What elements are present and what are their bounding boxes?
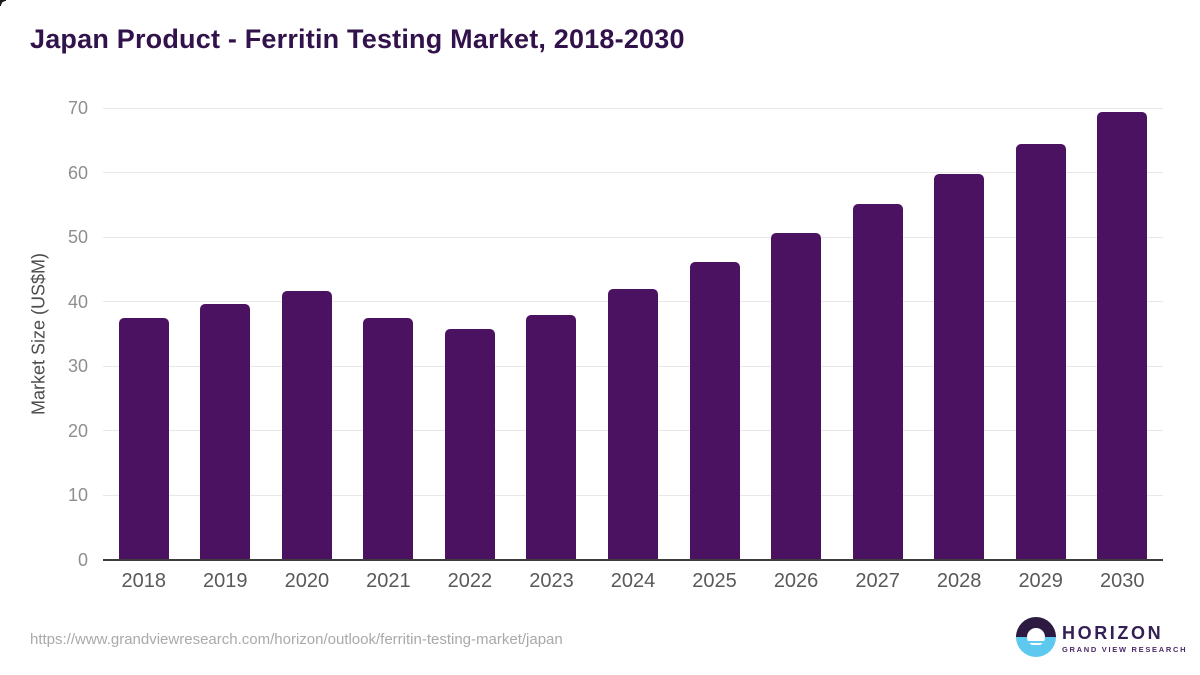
x-tick-label-2019: 2019 bbox=[203, 570, 248, 592]
x-tick-label-2020: 2020 bbox=[284, 570, 330, 592]
y-tick-label-60: 60 bbox=[67, 162, 88, 183]
gridline-y-50 bbox=[103, 236, 1163, 238]
bar-2026 bbox=[771, 233, 822, 560]
horizon-logo: HORIZON GRAND VIEW RESEARCH bbox=[1016, 617, 1186, 659]
logo-brand-name: HORIZON bbox=[1062, 623, 1164, 643]
bar-2021 bbox=[363, 317, 414, 560]
bar-2019 bbox=[200, 304, 251, 560]
bar-2029 bbox=[1015, 143, 1066, 560]
bar-2020 bbox=[281, 291, 332, 560]
y-tick-label-40: 40 bbox=[67, 291, 88, 312]
bar-2024 bbox=[608, 288, 658, 560]
y-axis-tick-labels: 0 10 20 30 40 50 60 70 bbox=[0, 99, 88, 569]
x-tick-label-2027: 2027 bbox=[855, 570, 900, 592]
bar-2025 bbox=[689, 261, 740, 560]
x-axis-tick-labels: 2018 2019 2020 2021 2022 2023 2024 2025 2026 2027… bbox=[103, 570, 1163, 596]
x-tick-label-2029: 2029 bbox=[1018, 570, 1063, 592]
x-tick-label-2022: 2022 bbox=[447, 570, 493, 592]
x-tick-label-2025: 2025 bbox=[692, 570, 737, 592]
bar-2027 bbox=[852, 203, 903, 560]
bar-2023 bbox=[526, 315, 577, 560]
x-tick-label-2018: 2018 bbox=[121, 570, 167, 592]
x-tick-label-2026: 2026 bbox=[773, 570, 819, 592]
x-tick-label-2021: 2021 bbox=[366, 570, 411, 592]
x-tick-label-2023: 2023 bbox=[529, 570, 574, 592]
water-reflection-stripe bbox=[1022, 641, 1050, 643]
sunset-circle-icon bbox=[1016, 617, 1056, 657]
plot-area bbox=[103, 107, 1163, 561]
y-tick-label-0: 0 bbox=[77, 550, 88, 570]
y-tick-label-10: 10 bbox=[67, 485, 88, 506]
logo-text: HORIZON GRAND VIEW RESEARCH bbox=[1062, 624, 1187, 654]
bar-2028 bbox=[934, 173, 985, 560]
bar-2030 bbox=[1097, 111, 1148, 560]
y-tick-label-50: 50 bbox=[67, 227, 88, 248]
source-url: https://www.grandviewresearch.com/horizo… bbox=[30, 631, 563, 648]
x-tick-label-2028: 2028 bbox=[936, 570, 982, 592]
gridline-y-60 bbox=[103, 172, 1163, 174]
sun-icon bbox=[1027, 628, 1045, 646]
gridline-y-70 bbox=[103, 107, 1163, 109]
logo-subtitle: GRAND VIEW RESEARCH bbox=[1062, 645, 1188, 654]
water-reflection-stripe bbox=[1022, 645, 1050, 647]
y-tick-label-70: 70 bbox=[67, 98, 88, 118]
window-corner-artifact bbox=[0, 0, 6, 6]
x-tick-label-2030: 2030 bbox=[1099, 570, 1145, 592]
bar-2018 bbox=[118, 317, 169, 560]
chart-title: Japan Product - Ferritin Testing Market,… bbox=[30, 24, 685, 54]
bar-2022 bbox=[444, 328, 495, 560]
x-axis-line bbox=[103, 559, 1163, 561]
y-tick-label-20: 20 bbox=[67, 420, 88, 441]
y-tick-label-30: 30 bbox=[67, 356, 88, 377]
x-tick-label-2024: 2024 bbox=[610, 570, 656, 592]
